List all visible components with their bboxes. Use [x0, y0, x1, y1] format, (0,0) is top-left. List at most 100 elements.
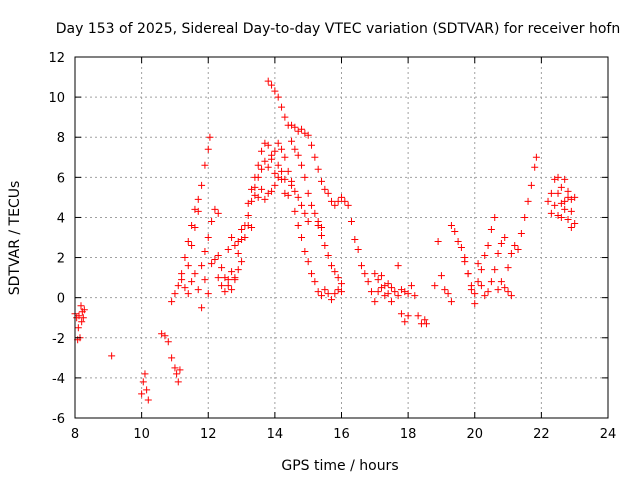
data-point — [387, 284, 395, 292]
data-point — [254, 173, 262, 181]
data-point — [204, 145, 212, 153]
data-point — [321, 286, 329, 294]
data-point — [181, 254, 189, 262]
data-point — [551, 201, 559, 209]
data-point — [74, 324, 82, 332]
data-point — [467, 286, 475, 294]
data-point — [334, 274, 342, 282]
data-point — [447, 221, 455, 229]
data-point — [491, 266, 499, 274]
data-point — [471, 300, 479, 308]
x-tick-label: 16 — [333, 427, 350, 442]
data-point — [198, 181, 206, 189]
data-point — [224, 276, 232, 284]
data-point — [318, 292, 326, 300]
data-point — [264, 163, 272, 171]
data-point — [487, 225, 495, 233]
chart-title: Day 153 of 2025, Sidereal Day-to-day VTE… — [56, 21, 620, 37]
data-point — [188, 278, 196, 286]
data-point — [208, 260, 216, 268]
data-point — [201, 161, 209, 169]
data-point — [171, 364, 179, 372]
data-point — [301, 209, 309, 217]
data-point — [571, 193, 579, 201]
data-point — [301, 248, 309, 256]
data-point — [314, 288, 322, 296]
data-point — [221, 288, 229, 296]
data-point — [291, 123, 299, 131]
data-point — [238, 258, 246, 266]
data-point — [338, 288, 345, 296]
data-point — [441, 286, 449, 294]
data-point — [561, 197, 569, 205]
data-point — [231, 274, 239, 282]
data-point — [211, 205, 219, 213]
data-point — [291, 145, 299, 153]
data-point — [173, 370, 181, 378]
x-tick-label: 14 — [267, 427, 284, 442]
data-point — [271, 169, 279, 177]
data-point — [324, 290, 332, 298]
data-point — [234, 250, 242, 258]
data-point — [461, 254, 469, 262]
data-point — [394, 262, 402, 270]
data-point — [194, 195, 202, 203]
data-point — [484, 242, 492, 250]
data-point — [214, 252, 222, 260]
data-point — [374, 276, 382, 284]
data-point — [531, 163, 539, 171]
data-point — [474, 260, 482, 268]
data-point — [421, 316, 429, 324]
data-point — [331, 290, 339, 298]
data-point — [271, 181, 279, 189]
data-point — [291, 207, 299, 215]
x-tick-label: 10 — [133, 427, 150, 442]
data-point — [411, 292, 419, 300]
data-point — [464, 270, 472, 278]
data-point — [79, 314, 87, 322]
data-point — [298, 161, 306, 169]
data-point — [164, 338, 172, 346]
data-point — [477, 282, 485, 290]
data-point — [524, 197, 532, 205]
data-point — [284, 191, 292, 199]
data-point — [191, 205, 199, 213]
data-point — [198, 304, 206, 312]
data-point — [78, 318, 86, 326]
data-point — [328, 296, 336, 304]
data-point — [244, 199, 252, 207]
data-point — [264, 77, 272, 85]
data-point — [261, 157, 269, 165]
data-point — [487, 278, 495, 286]
data-point — [271, 147, 279, 155]
data-point — [328, 262, 336, 270]
data-points — [71, 77, 579, 404]
data-point — [364, 278, 372, 286]
data-point — [324, 189, 332, 197]
data-point — [561, 205, 569, 213]
data-point — [501, 234, 509, 241]
data-point — [278, 175, 286, 183]
data-point — [451, 227, 459, 235]
data-point — [274, 139, 282, 147]
data-point — [308, 141, 316, 149]
data-point — [184, 290, 192, 298]
data-point — [547, 209, 555, 217]
data-point — [554, 173, 562, 181]
data-point — [384, 290, 392, 298]
data-point — [311, 278, 319, 286]
data-point — [291, 187, 299, 195]
data-point — [331, 268, 339, 276]
data-point — [431, 282, 439, 290]
data-point — [231, 242, 239, 250]
data-point — [204, 290, 212, 298]
data-point — [274, 161, 282, 169]
y-tick-label: 12 — [48, 51, 65, 66]
y-axis-label: SDTVAR / TECUs — [7, 181, 23, 296]
y-tick-label: 4 — [57, 211, 65, 226]
data-point — [218, 264, 226, 272]
data-point — [206, 133, 214, 141]
data-point — [294, 221, 302, 229]
data-point — [288, 181, 296, 189]
data-point — [264, 141, 272, 149]
